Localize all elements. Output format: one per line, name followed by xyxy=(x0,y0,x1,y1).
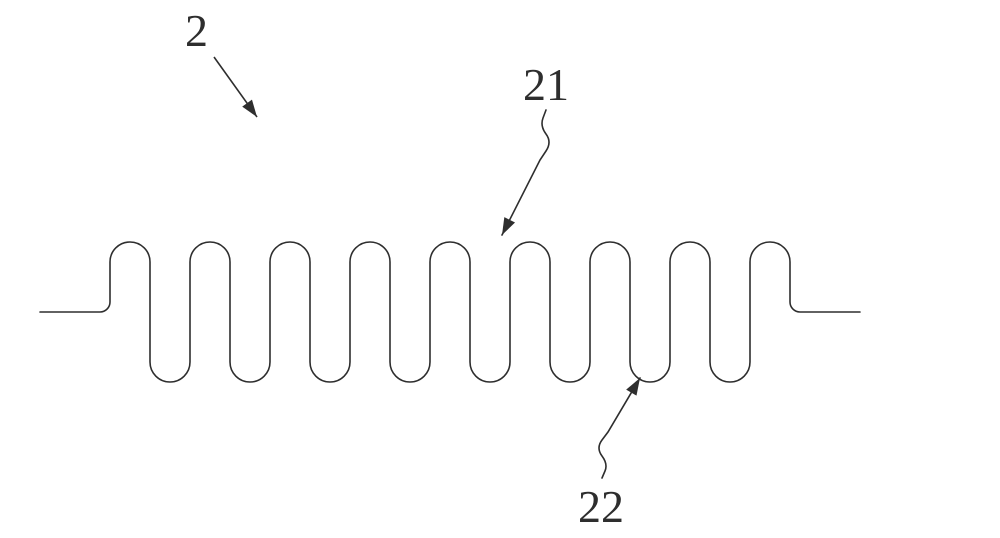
label-assembly: 2 xyxy=(185,4,208,57)
label-trough-ref: 22 xyxy=(578,480,624,533)
label-crest-ref: 21 xyxy=(523,58,569,111)
leader-assembly xyxy=(214,57,257,117)
leader-trough xyxy=(599,378,640,478)
leader-crest xyxy=(502,110,549,235)
corrugated-profile xyxy=(40,242,860,382)
